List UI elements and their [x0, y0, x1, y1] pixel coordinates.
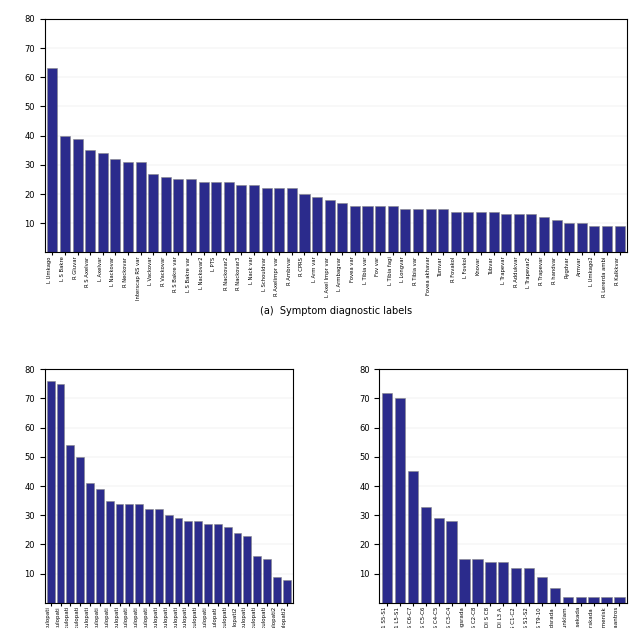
- Bar: [575, 597, 586, 603]
- Bar: [76, 457, 84, 603]
- Bar: [47, 381, 54, 603]
- Bar: [438, 208, 448, 252]
- Bar: [249, 185, 259, 252]
- Bar: [98, 153, 108, 252]
- Bar: [498, 562, 508, 603]
- Bar: [382, 392, 392, 603]
- Bar: [110, 159, 120, 252]
- Bar: [60, 136, 70, 252]
- Bar: [524, 568, 534, 603]
- Bar: [56, 384, 65, 603]
- Bar: [145, 509, 153, 603]
- Bar: [501, 215, 511, 252]
- Bar: [106, 501, 114, 603]
- Bar: [433, 518, 444, 603]
- Bar: [300, 194, 310, 252]
- Bar: [447, 521, 457, 603]
- Bar: [211, 182, 221, 252]
- Bar: [350, 206, 360, 252]
- Bar: [175, 518, 182, 603]
- Bar: [550, 588, 560, 603]
- Bar: [155, 509, 163, 603]
- Bar: [602, 597, 612, 603]
- Bar: [173, 180, 184, 252]
- Bar: [395, 399, 405, 603]
- Bar: [135, 504, 143, 603]
- Bar: [96, 489, 104, 603]
- Bar: [161, 176, 171, 252]
- Bar: [123, 162, 133, 252]
- Bar: [362, 206, 372, 252]
- Bar: [526, 215, 536, 252]
- Bar: [426, 208, 436, 252]
- Bar: [136, 162, 146, 252]
- Bar: [451, 212, 461, 252]
- Bar: [243, 536, 252, 603]
- Bar: [262, 188, 272, 252]
- Bar: [539, 217, 549, 252]
- Bar: [234, 533, 241, 603]
- Bar: [514, 215, 524, 252]
- Bar: [274, 188, 284, 252]
- Bar: [472, 559, 483, 603]
- Bar: [214, 524, 222, 603]
- Bar: [488, 212, 499, 252]
- Bar: [273, 577, 281, 603]
- Bar: [463, 212, 474, 252]
- Bar: [563, 597, 573, 603]
- Bar: [564, 224, 574, 252]
- Bar: [589, 226, 600, 252]
- Bar: [72, 139, 83, 252]
- Bar: [460, 559, 470, 603]
- Bar: [537, 577, 547, 603]
- Bar: [164, 516, 173, 603]
- Bar: [116, 504, 124, 603]
- Bar: [552, 220, 562, 252]
- Bar: [148, 173, 158, 252]
- Bar: [224, 527, 232, 603]
- Bar: [287, 188, 297, 252]
- Bar: [67, 445, 74, 603]
- Bar: [485, 562, 495, 603]
- Bar: [408, 472, 418, 603]
- Bar: [184, 521, 192, 603]
- Bar: [388, 206, 398, 252]
- Bar: [263, 559, 271, 603]
- Bar: [476, 212, 486, 252]
- Bar: [400, 208, 410, 252]
- Bar: [198, 182, 209, 252]
- Bar: [577, 224, 587, 252]
- Bar: [420, 507, 431, 603]
- Bar: [413, 208, 423, 252]
- Bar: [324, 200, 335, 252]
- Bar: [511, 568, 522, 603]
- Bar: [602, 226, 612, 252]
- Bar: [204, 524, 212, 603]
- Bar: [337, 203, 348, 252]
- Bar: [614, 597, 625, 603]
- Bar: [236, 185, 246, 252]
- Bar: [186, 180, 196, 252]
- Bar: [588, 597, 599, 603]
- Bar: [47, 68, 58, 252]
- X-axis label: (a)  Symptom diagnostic labels: (a) Symptom diagnostic labels: [260, 306, 412, 316]
- Bar: [86, 483, 94, 603]
- Bar: [283, 580, 291, 603]
- Bar: [375, 206, 385, 252]
- Bar: [614, 226, 625, 252]
- Bar: [224, 182, 234, 252]
- Bar: [125, 504, 133, 603]
- Bar: [312, 197, 322, 252]
- Bar: [253, 556, 261, 603]
- Bar: [195, 521, 202, 603]
- Bar: [85, 150, 95, 252]
